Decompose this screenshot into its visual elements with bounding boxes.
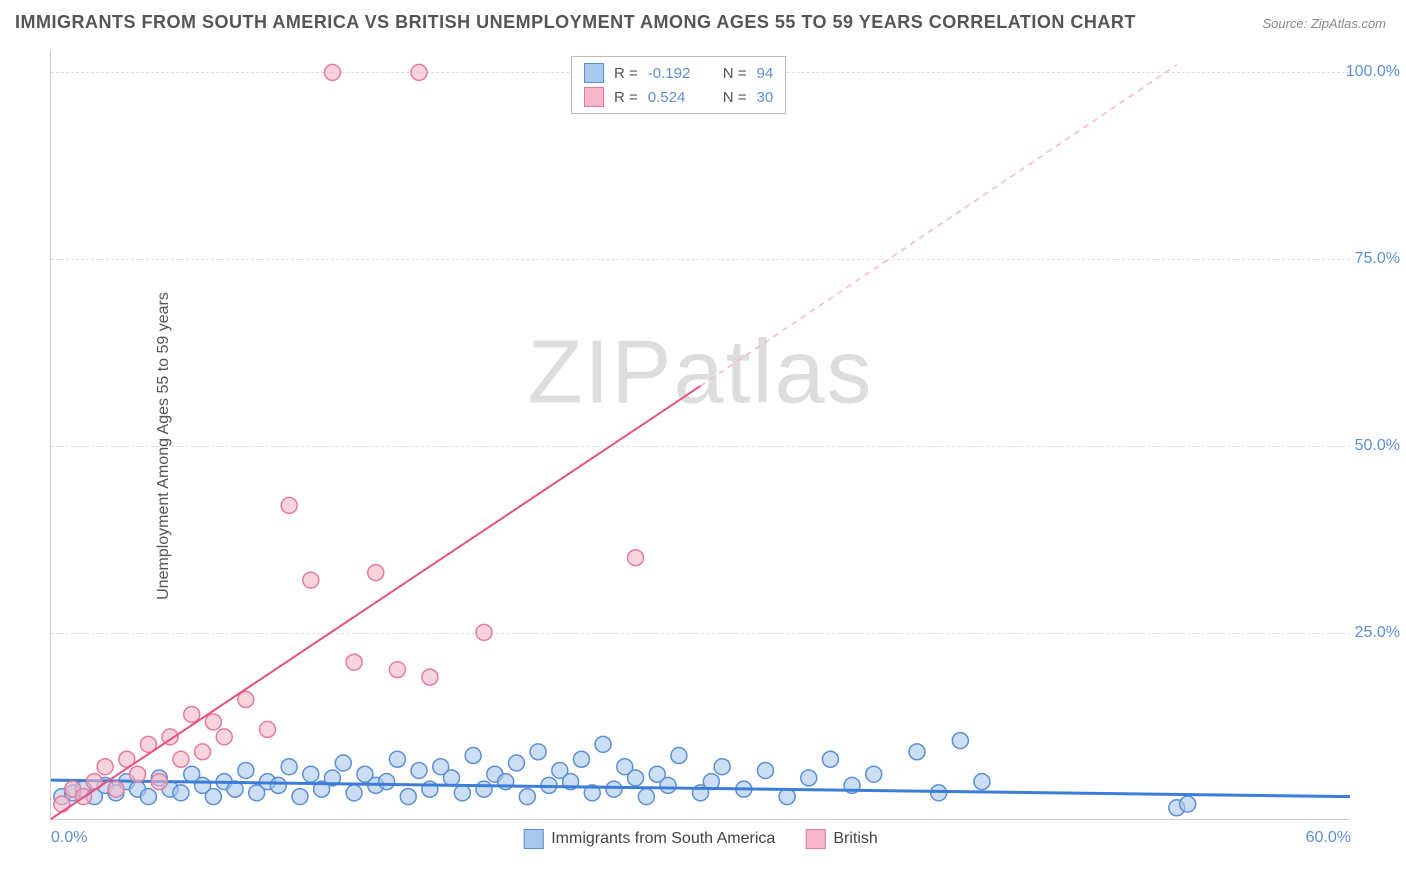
scatter-point (822, 751, 838, 767)
scatter-point (595, 736, 611, 752)
scatter-point (508, 755, 524, 771)
scatter-point (454, 785, 470, 801)
legend-n-label: N = (723, 89, 747, 106)
scatter-point (281, 497, 297, 513)
legend-r-value: 0.524 (648, 89, 703, 106)
scatter-point (671, 748, 687, 764)
scatter-point (324, 64, 340, 80)
scatter-point (660, 777, 676, 793)
scatter-point (260, 721, 276, 737)
scatter-point (606, 781, 622, 797)
scatter-point (974, 774, 990, 790)
legend-n-value: 30 (757, 89, 774, 106)
scatter-point (465, 748, 481, 764)
scatter-point (638, 789, 654, 805)
scatter-point (866, 766, 882, 782)
scatter-point (444, 770, 460, 786)
scatter-point (108, 781, 124, 797)
scatter-point (270, 777, 286, 793)
scatter-point (140, 789, 156, 805)
scatter-point (476, 624, 492, 640)
scatter-point (952, 733, 968, 749)
scatter-point (130, 766, 146, 782)
scatter-point (303, 766, 319, 782)
scatter-point (757, 762, 773, 778)
scatter-point (216, 729, 232, 745)
scatter-point (346, 654, 362, 670)
scatter-point (54, 796, 70, 812)
scatter-point (151, 774, 167, 790)
scatter-point (173, 785, 189, 801)
scatter-point (573, 751, 589, 767)
scatter-point (628, 770, 644, 786)
scatter-point (411, 762, 427, 778)
legend-n-value: 94 (757, 65, 774, 82)
scatter-point (801, 770, 817, 786)
scatter-point (530, 744, 546, 760)
scatter-point (184, 706, 200, 722)
legend-r-value: -0.192 (648, 65, 703, 82)
scatter-point (346, 785, 362, 801)
legend-row: R = 0.524 N = 30 (584, 85, 773, 109)
chart-title: IMMIGRANTS FROM SOUTH AMERICA VS BRITISH… (15, 12, 1136, 33)
scatter-point (1180, 796, 1196, 812)
scatter-point (389, 751, 405, 767)
scatter-point (292, 789, 308, 805)
correlation-legend: R = -0.192 N = 94 R = 0.524 N = 30 (571, 56, 786, 114)
scatter-point (303, 572, 319, 588)
legend-row: R = -0.192 N = 94 (584, 61, 773, 85)
plot-svg (51, 50, 1350, 819)
scatter-point (411, 64, 427, 80)
x-tick-label: 60.0% (1306, 829, 1351, 847)
legend-swatch (523, 829, 543, 849)
scatter-point (97, 759, 113, 775)
scatter-point (205, 714, 221, 730)
source-attribution: Source: ZipAtlas.com (1262, 16, 1386, 31)
legend-r-label: R = (614, 65, 638, 82)
scatter-point (714, 759, 730, 775)
scatter-point (628, 550, 644, 566)
scatter-point (389, 662, 405, 678)
plot-area: ZIPatlas 25.0%50.0%75.0%100.0% R =-0.192… (50, 50, 1350, 820)
legend-label: Immigrants from South America (551, 830, 775, 848)
scatter-point (909, 744, 925, 760)
legend-n-label: N = (723, 65, 747, 82)
scatter-point (368, 565, 384, 581)
scatter-point (335, 755, 351, 771)
scatter-point (519, 789, 535, 805)
scatter-point (422, 669, 438, 685)
x-tick-label: 0.0% (51, 829, 87, 847)
legend-item: Immigrants from South America (523, 829, 775, 849)
legend-r-label: R = (614, 89, 638, 106)
legend-swatch (584, 63, 604, 83)
scatter-point (400, 789, 416, 805)
scatter-point (173, 751, 189, 767)
scatter-point (379, 774, 395, 790)
scatter-point (238, 762, 254, 778)
legend-label: British (833, 830, 877, 848)
scatter-point (281, 759, 297, 775)
legend-item: British (805, 829, 877, 849)
scatter-point (205, 789, 221, 805)
legend-swatch (584, 87, 604, 107)
trend-line (51, 386, 701, 819)
legend-swatch (805, 829, 825, 849)
scatter-point (476, 781, 492, 797)
scatter-point (195, 744, 211, 760)
series-legend: Immigrants from South America British (523, 829, 878, 849)
chart-container: IMMIGRANTS FROM SOUTH AMERICA VS BRITISH… (0, 0, 1406, 892)
